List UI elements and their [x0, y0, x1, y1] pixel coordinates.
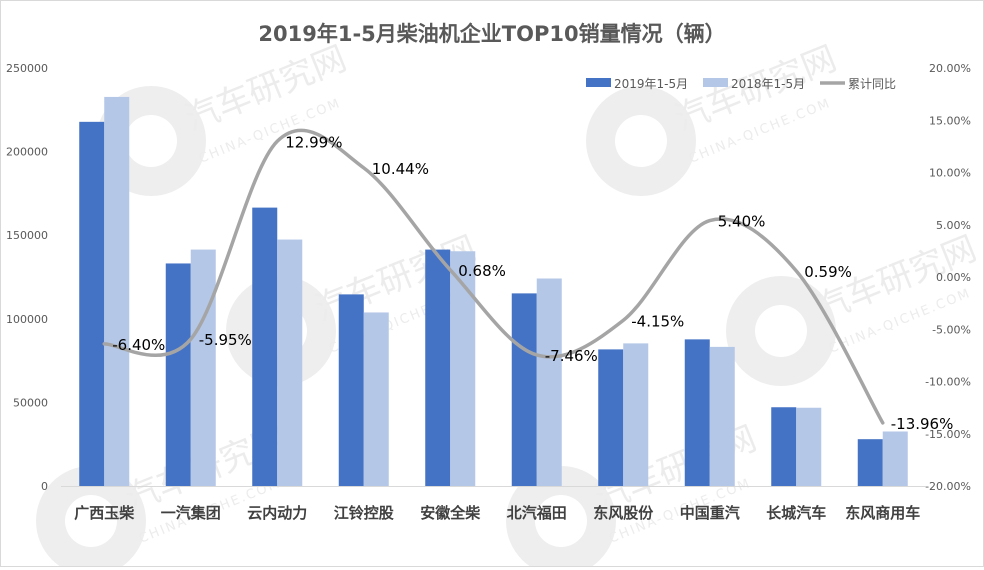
bar-2018 [623, 343, 648, 486]
legend-label: 2019年1-5月 [614, 77, 688, 91]
bar-2018 [537, 279, 562, 486]
x-tick-label: 云内动力 [247, 504, 307, 522]
y2-tick-label: 0.00% [936, 271, 971, 284]
bar-2018 [796, 408, 821, 486]
x-tick-label: 江铃控股 [334, 504, 395, 522]
y-tick-label: 50000 [13, 396, 48, 409]
bar-2019 [425, 250, 450, 486]
y2-tick-label: 10.00% [929, 167, 971, 180]
x-tick-label: 广西玉柴 [74, 504, 135, 522]
bar-2019 [252, 208, 277, 486]
x-tick-label: 一汽集团 [161, 504, 221, 522]
y2-tick-label: -20.00% [925, 480, 971, 493]
bar-2018 [883, 431, 908, 486]
y2-tick-label: -10.00% [925, 376, 971, 389]
yoy-data-label: -7.46% [545, 347, 598, 365]
bar-2018 [364, 312, 389, 486]
legend-swatch-2019 [586, 78, 611, 87]
bar-2019 [339, 294, 364, 486]
y-axis-left: 0 50000 100000 150000 200000 250000 [6, 62, 48, 493]
legend-label: 2018年1-5月 [731, 77, 805, 91]
bar-2019 [858, 439, 883, 486]
yoy-data-label: -4.15% [631, 312, 684, 330]
watermark-logo-hole [125, 115, 177, 167]
y2-tick-label: 5.00% [936, 219, 971, 232]
yoy-data-label: -13.96% [891, 415, 954, 433]
bar-2019 [79, 122, 104, 486]
bar-2019 [512, 293, 537, 486]
yoy-data-label: 12.99% [285, 133, 342, 151]
yoy-data-label: 0.59% [804, 263, 852, 281]
y2-tick-label: 15.00% [929, 114, 971, 127]
yoy-data-label: -5.95% [199, 331, 252, 349]
yoy-data-label: -6.40% [112, 336, 165, 354]
x-tick-label: 安徽全柴 [420, 504, 481, 522]
bar-2018 [710, 347, 735, 486]
bar-2019 [166, 263, 191, 486]
bar-2018 [277, 240, 302, 486]
y-tick-label: 250000 [6, 62, 48, 75]
bar-2019 [598, 349, 623, 486]
y-tick-label: 0 [41, 480, 48, 493]
watermark-logo-hole [755, 305, 807, 357]
bar-2018 [104, 97, 129, 486]
y2-tick-label: 20.00% [929, 62, 971, 75]
yoy-data-label: 5.40% [718, 213, 766, 231]
bar-2019 [685, 339, 710, 486]
y-tick-label: 200000 [6, 146, 48, 159]
legend: 2019年1-5月 2018年1-5月 累计同比 [586, 77, 896, 91]
y2-tick-label: -5.00% [932, 323, 971, 336]
bar-2019 [771, 407, 796, 486]
x-tick-label: 中国重汽 [680, 504, 740, 522]
bar-2018 [191, 250, 216, 486]
legend-label: 累计同比 [848, 77, 896, 91]
x-tick-label: 长城汽车 [766, 504, 826, 522]
yoy-data-label: 10.44% [372, 160, 429, 178]
x-tick-label: 北汽福田 [507, 504, 567, 522]
y-tick-label: 150000 [6, 229, 48, 242]
watermark-logo-hole [615, 115, 667, 167]
x-tick-label: 东风商用车 [845, 504, 920, 522]
chart-title: 2019年1-5月柴油机企业TOP10销量情况（辆） [258, 22, 725, 46]
x-tick-label: 东风股份 [593, 504, 654, 522]
yoy-data-label: 0.68% [458, 262, 506, 280]
y-tick-label: 100000 [6, 313, 48, 326]
legend-swatch-2018 [703, 78, 728, 87]
